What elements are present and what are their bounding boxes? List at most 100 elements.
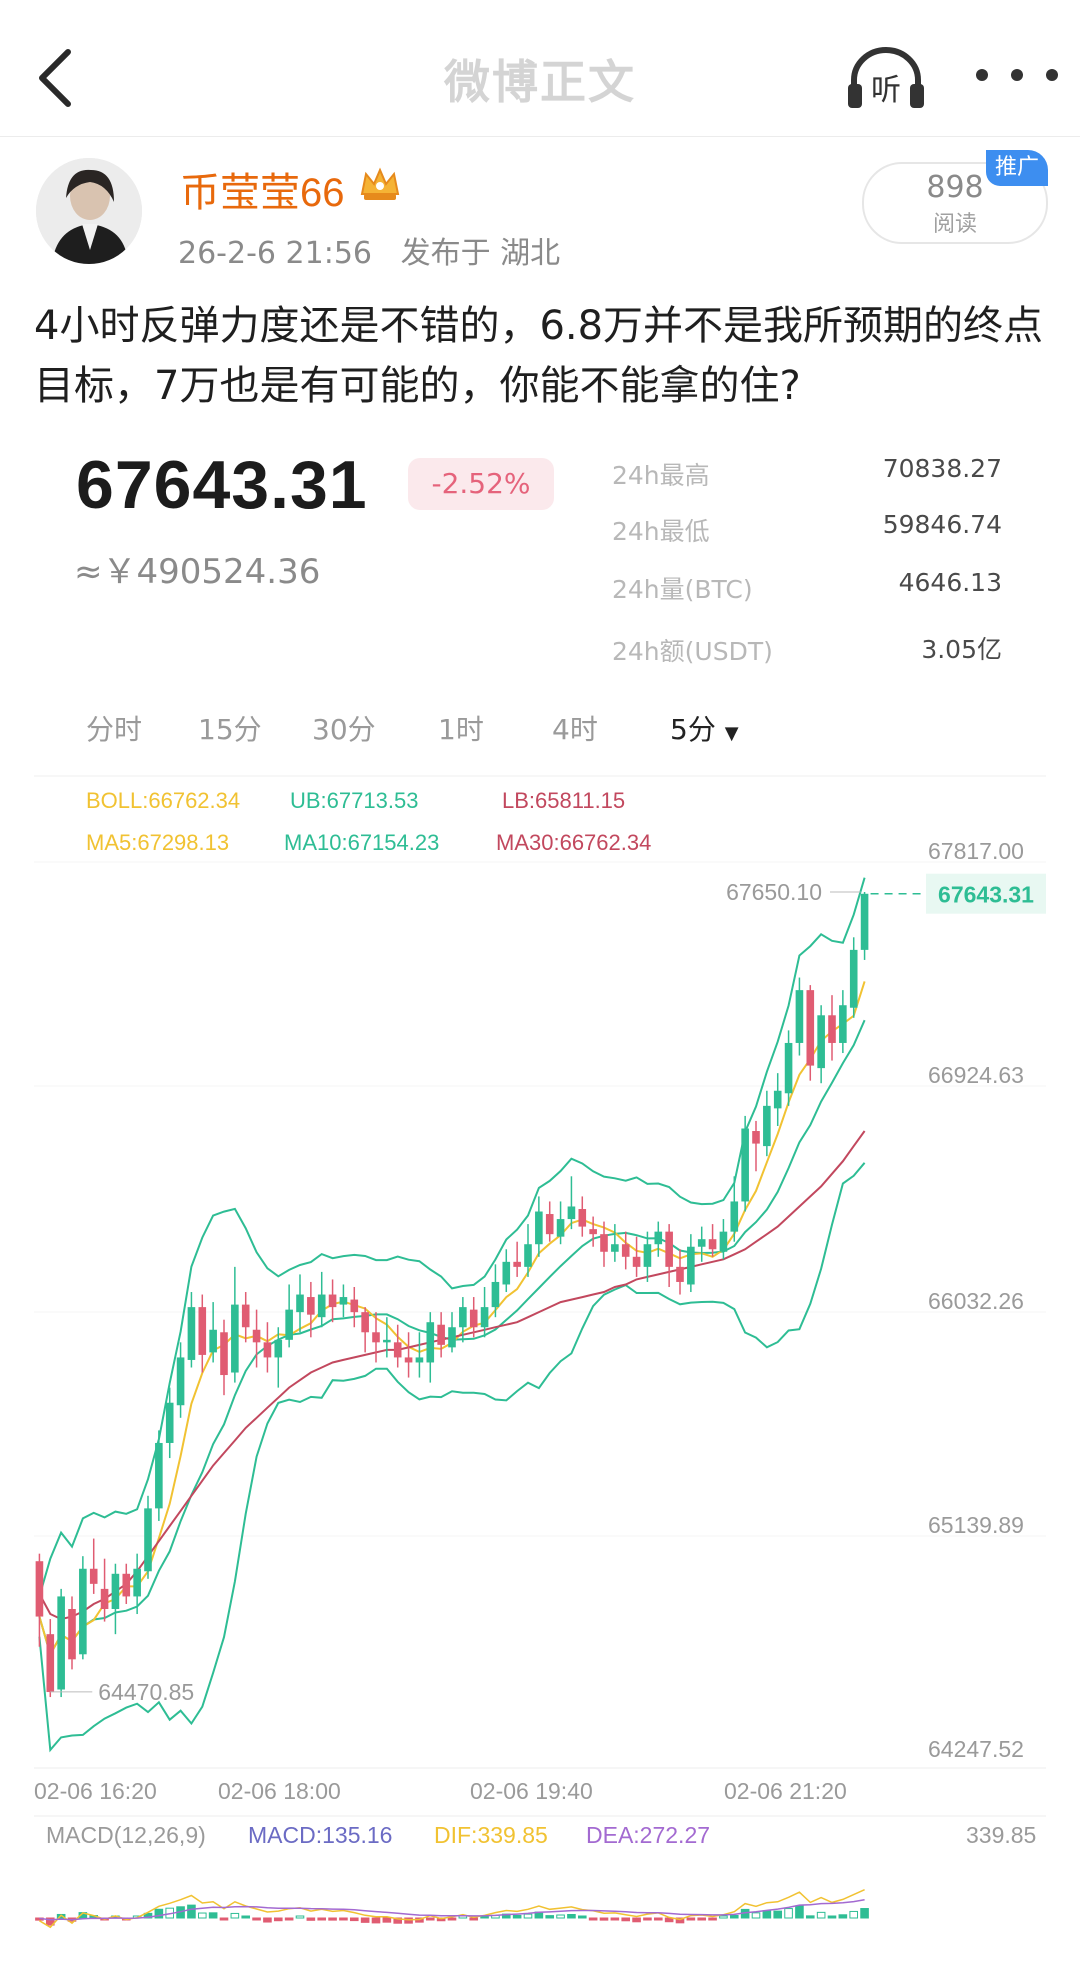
- candle-body: [198, 1307, 207, 1355]
- stat-value-volume: 4646.13: [898, 568, 1002, 597]
- crown-badge-icon: [360, 167, 400, 200]
- candle-body: [231, 1304, 239, 1373]
- dif-line: [39, 1889, 865, 1929]
- macd-bar: [784, 1908, 793, 1919]
- macd-bar: [295, 1915, 305, 1919]
- candle-body: [621, 1244, 630, 1257]
- author-name[interactable]: 币莹莹66: [180, 171, 345, 215]
- tab-30min[interactable]: 30分: [312, 713, 376, 746]
- y-tick-5: 64247.52: [928, 1736, 1024, 1762]
- macd-bar: [208, 1912, 218, 1919]
- read-count: 898: [926, 170, 984, 205]
- macd-bar: [273, 1917, 283, 1922]
- candle-body: [144, 1508, 152, 1572]
- top-navigation-bar: 微博正文 听: [0, 0, 1080, 137]
- tab-5min-active[interactable]: 5分 ▼: [670, 708, 739, 748]
- tab-timeshare[interactable]: 分时: [86, 713, 143, 746]
- candle-body: [155, 1442, 163, 1509]
- macd-bar: [523, 1913, 533, 1919]
- macd-bar: [284, 1917, 294, 1921]
- candle-body: [556, 1219, 565, 1237]
- macd-title: MACD(12,26,9): [46, 1822, 206, 1848]
- candle-body: [730, 1201, 739, 1232]
- stat-value-turnover: 3.05亿: [921, 635, 1002, 664]
- macd-bar: [577, 1915, 587, 1919]
- candle-body: [480, 1307, 489, 1328]
- tab-15min[interactable]: 15分: [198, 713, 262, 746]
- listen-headphones-icon[interactable]: 听: [846, 44, 926, 110]
- candle-body: [741, 1128, 749, 1202]
- candle-body: [285, 1309, 293, 1340]
- candle-body: [361, 1312, 369, 1333]
- tab-5min-label: 5分: [670, 713, 716, 746]
- macd-bar: [653, 1917, 663, 1921]
- candle-body: [317, 1294, 326, 1318]
- y-tick-3: 66032.26: [928, 1288, 1024, 1314]
- macd-bar: [45, 1917, 55, 1926]
- candle-body: [860, 893, 869, 950]
- macd-bar: [556, 1914, 565, 1919]
- macd-bar: [643, 1917, 652, 1921]
- read-count-pill: 898 阅读: [862, 162, 1048, 244]
- ticker-change-badge: -2.52%: [408, 458, 554, 510]
- macd-bar: [610, 1917, 620, 1921]
- macd-bar: [773, 1910, 783, 1919]
- post-location: 发布于 湖北: [400, 236, 561, 271]
- candle-body: [404, 1357, 413, 1363]
- back-arrow-icon[interactable]: [28, 40, 84, 116]
- macd-bar: [697, 1917, 707, 1921]
- macd-bar: [425, 1917, 435, 1921]
- promo-badge: 推广: [986, 150, 1048, 186]
- y-tick-1: 67817.00: [928, 838, 1024, 864]
- y-tick-4: 65139.89: [928, 1512, 1024, 1538]
- candle-body: [665, 1231, 673, 1267]
- candle-body: [307, 1297, 315, 1315]
- candle-body: [849, 949, 858, 1008]
- macd-bar: [393, 1917, 403, 1924]
- macd-bar: [588, 1917, 598, 1921]
- candle-body: [839, 1005, 847, 1043]
- macd-axis-top: 339.85: [966, 1822, 1037, 1848]
- stat-label-low: 24h最低: [612, 517, 710, 546]
- candle-body: [89, 1568, 98, 1584]
- macd-bar: [708, 1917, 717, 1921]
- legend-dif: DIF:339.85: [434, 1822, 548, 1848]
- post-text: 4小时反弹力度还是不错的，6.8万并不是我所预期的终点目标，7万也是有可能的，你…: [34, 303, 1044, 409]
- macd-bar: [382, 1917, 392, 1923]
- candle-body: [426, 1322, 435, 1363]
- macd-bar: [263, 1917, 272, 1923]
- candle-body: [632, 1256, 641, 1267]
- dropdown-caret-icon: ▼: [724, 723, 739, 744]
- candle-body: [502, 1261, 511, 1285]
- candle-body: [654, 1231, 663, 1245]
- candle-body: [176, 1357, 185, 1406]
- macd-bar: [447, 1917, 457, 1921]
- ticker-price: 67643.31: [76, 447, 368, 523]
- candle-body: [589, 1229, 597, 1235]
- dea-line: [39, 1899, 865, 1921]
- macd-bar: [827, 1915, 837, 1919]
- candle-body: [513, 1261, 521, 1267]
- macd-bar: [838, 1914, 848, 1919]
- author-avatar[interactable]: [36, 158, 142, 264]
- page-title: 微博正文: [444, 55, 636, 109]
- macd-bar: [675, 1917, 685, 1924]
- candle-body: [773, 1090, 782, 1109]
- tab-1h[interactable]: 1时: [438, 713, 484, 746]
- more-dots-icon[interactable]: [970, 60, 1064, 90]
- candle-body: [697, 1239, 706, 1247]
- candle-body: [763, 1105, 771, 1147]
- macd-bar: [719, 1915, 728, 1919]
- candle-body: [752, 1131, 760, 1144]
- macd-bar: [729, 1914, 739, 1919]
- candle-body: [567, 1206, 576, 1220]
- tab-4h[interactable]: 4时: [552, 713, 598, 746]
- legend-ub: UB:67713.53: [290, 788, 419, 813]
- macd-bar: [241, 1915, 251, 1919]
- stat-value-low: 59846.74: [882, 510, 1002, 539]
- candle-body: [524, 1244, 532, 1267]
- x-tick-1: 02-06 16:20: [34, 1778, 157, 1804]
- candle-body: [459, 1307, 467, 1328]
- macd-bar: [686, 1917, 696, 1921]
